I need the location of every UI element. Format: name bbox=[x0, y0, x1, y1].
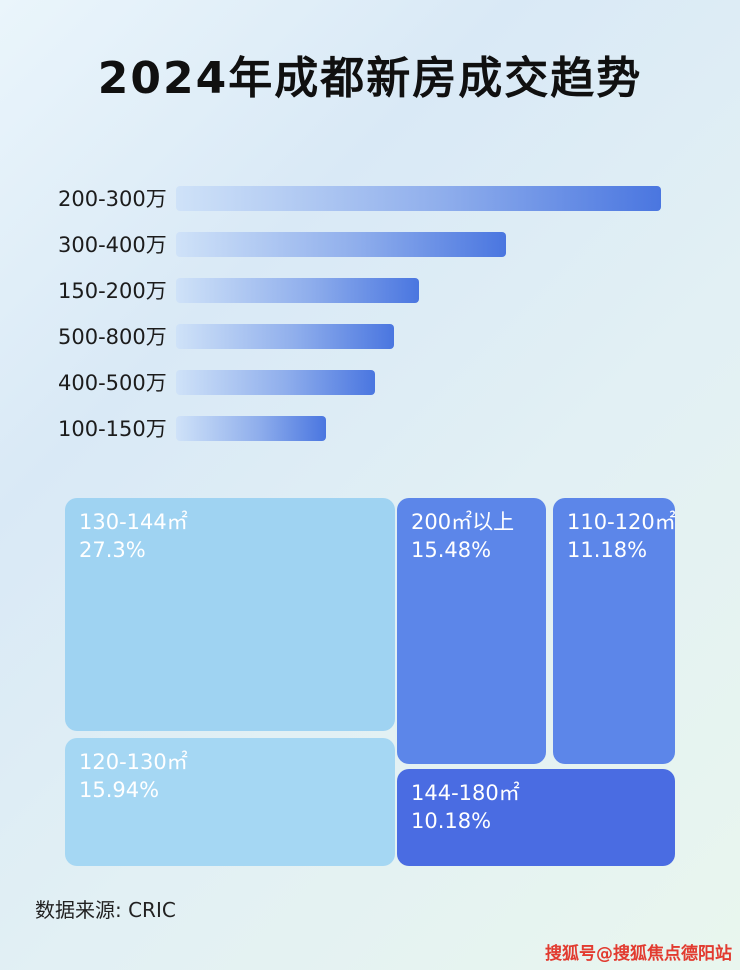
bar-row: 200-300万 bbox=[58, 175, 683, 221]
bar-row: 100-150万 bbox=[58, 405, 683, 451]
bar-category-label: 300-400万 bbox=[58, 233, 167, 257]
bar-category-label: 150-200万 bbox=[58, 279, 167, 303]
bar-row: 150-200万 bbox=[58, 267, 683, 313]
bar-row: 400-500万 bbox=[58, 359, 683, 405]
area-share-treemap: 130-144㎡ 27.3% 120-130㎡ 15.94% 200㎡以上 15… bbox=[65, 498, 676, 866]
treemap-block-label: 110-120㎡ bbox=[567, 510, 676, 534]
treemap-block-120-130: 120-130㎡ 15.94% bbox=[65, 738, 395, 866]
bar bbox=[176, 185, 661, 211]
treemap-block-200-plus: 200㎡以上 15.48% bbox=[397, 498, 546, 764]
treemap-block-110-120: 110-120㎡ 11.18% bbox=[553, 498, 676, 764]
bar-category-label: 500-800万 bbox=[58, 325, 167, 349]
bar bbox=[176, 231, 506, 257]
treemap-block-value: 10.18% bbox=[411, 809, 492, 834]
bar-track bbox=[176, 231, 661, 257]
treemap-block-value: 11.18% bbox=[567, 538, 648, 563]
watermark-text: 搜狐号@搜狐焦点德阳站 bbox=[545, 944, 732, 964]
data-source-label: 数据来源: CRIC bbox=[35, 898, 176, 922]
treemap-block-value: 15.48% bbox=[411, 538, 492, 563]
bar-track bbox=[176, 185, 661, 211]
price-band-bar-chart: 200-300万 300-400万 150-200万 500-800万 400-500万… bbox=[58, 175, 683, 451]
treemap-block-label: 130-144㎡ bbox=[79, 510, 188, 534]
bar-category-label: 400-500万 bbox=[58, 371, 167, 395]
bar-category-label: 200-300万 bbox=[58, 187, 167, 211]
bar bbox=[176, 323, 395, 349]
treemap-block-value: 15.94% bbox=[79, 778, 160, 803]
bar-row: 300-400万 bbox=[58, 221, 683, 267]
treemap-block-144-180: 144-180㎡ 10.18% bbox=[397, 769, 675, 866]
treemap-block-label: 120-130㎡ bbox=[79, 750, 188, 774]
bar bbox=[176, 277, 419, 303]
page-title: 2024年成都新房成交趋势 bbox=[97, 53, 643, 104]
bar-category-label: 100-150万 bbox=[58, 417, 167, 441]
bar-row: 500-800万 bbox=[58, 313, 683, 359]
bar-track bbox=[176, 277, 661, 303]
treemap-block-label: 144-180㎡ bbox=[411, 781, 520, 805]
bar-track bbox=[176, 415, 661, 441]
bar-track bbox=[176, 323, 661, 349]
bar bbox=[176, 415, 327, 441]
treemap-block-value: 27.3% bbox=[79, 538, 146, 563]
bar-track bbox=[176, 369, 661, 395]
bar bbox=[176, 369, 375, 395]
treemap-block-130-144: 130-144㎡ 27.3% bbox=[65, 498, 395, 731]
treemap-block-label: 200㎡以上 bbox=[411, 510, 515, 534]
